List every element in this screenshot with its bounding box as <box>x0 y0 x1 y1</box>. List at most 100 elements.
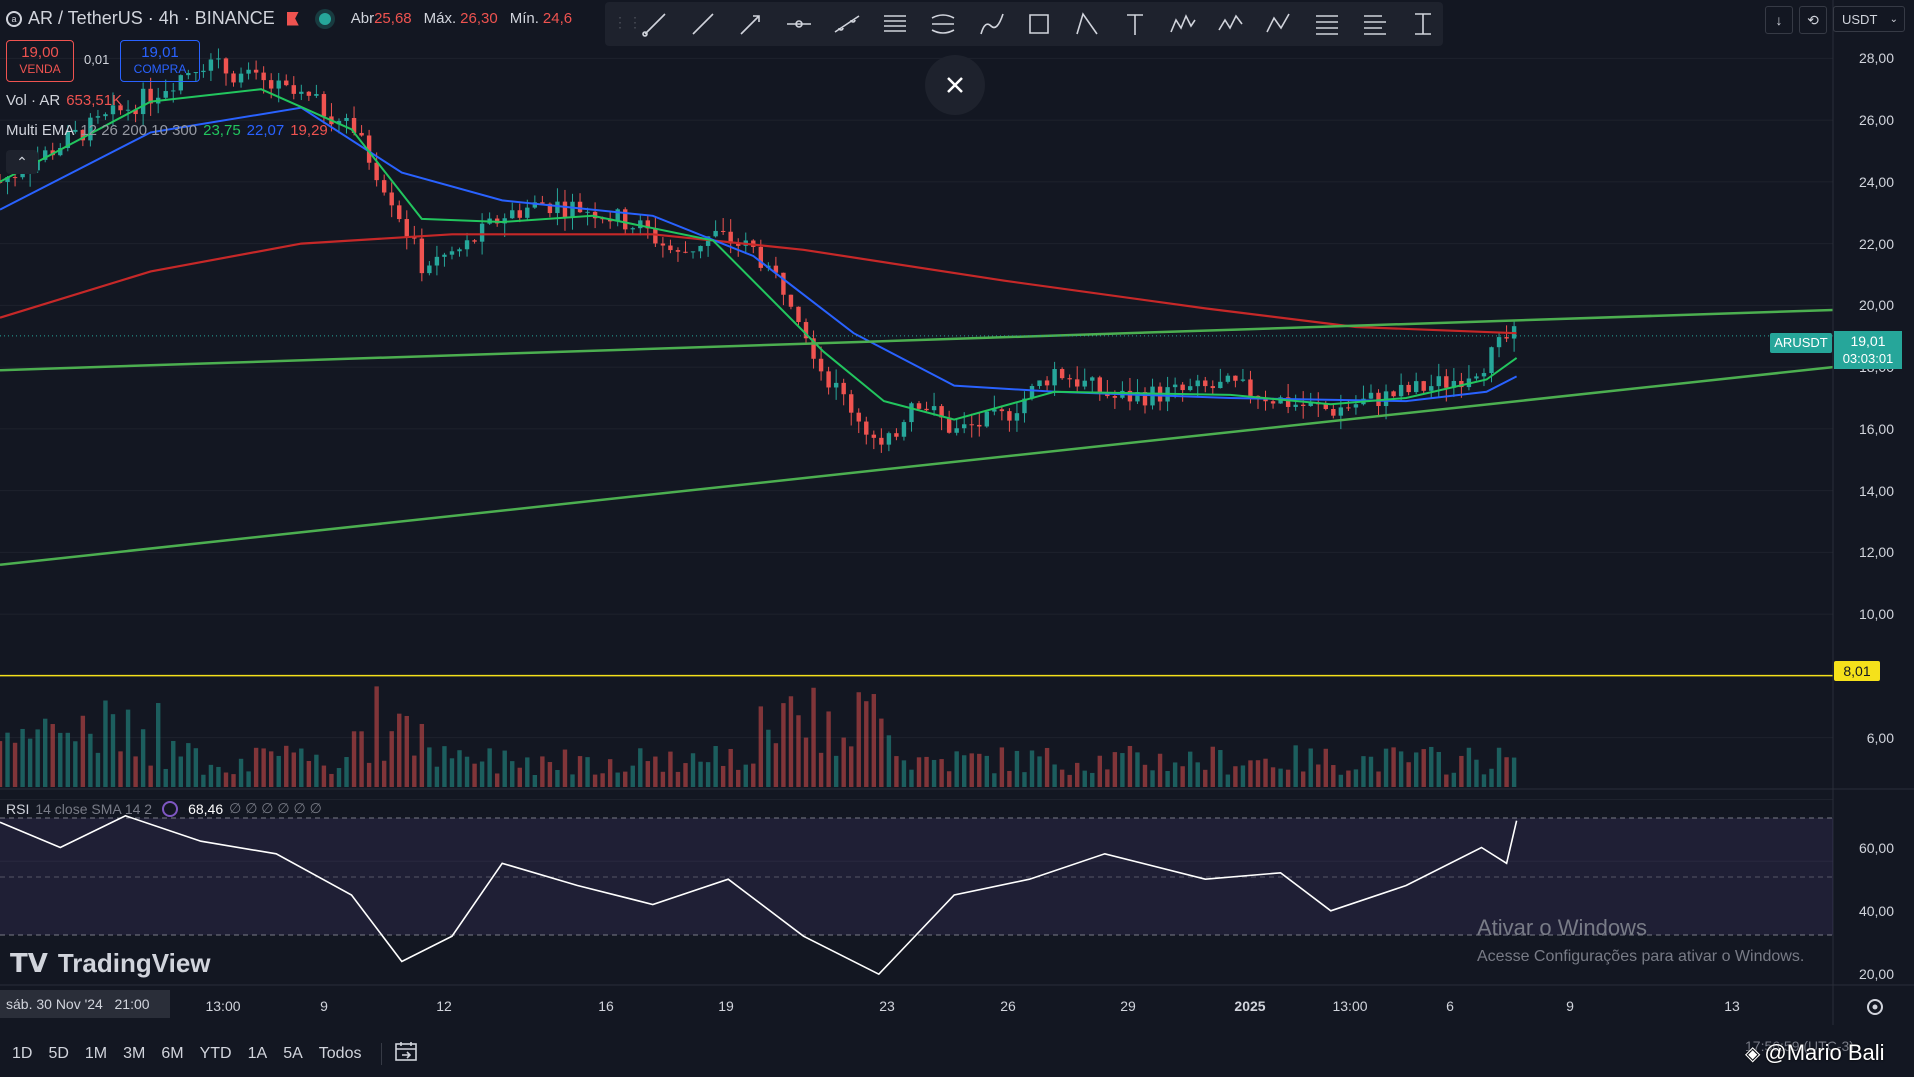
timeframe-1d[interactable]: 1D <box>12 1044 33 1062</box>
volume-bar <box>894 756 899 787</box>
symbol-legend[interactable]: a AR / TetherUS · 4h · BINANCE Abr 25,68 … <box>6 8 572 29</box>
path-tool[interactable] <box>1073 10 1101 38</box>
currency-select[interactable]: USDT ⌄ <box>1833 6 1905 32</box>
brush-tool[interactable] <box>977 10 1005 38</box>
timeframe-1m[interactable]: 1M <box>84 1044 108 1062</box>
volume-bar <box>1090 772 1095 787</box>
volume-bar <box>570 774 575 787</box>
ema-legend[interactable]: Multi EMA 12 26 200 10 300 23,75 22,07 1… <box>6 122 328 139</box>
path-icon <box>1076 12 1098 35</box>
drag-handle-icon[interactable]: ⋮⋮ <box>613 14 643 30</box>
abcd-icon <box>1266 13 1290 33</box>
candle-body <box>894 433 899 437</box>
candle-body <box>1504 337 1509 339</box>
candle-body <box>397 205 402 220</box>
volume-bar <box>35 729 40 787</box>
volume-bar <box>607 759 613 787</box>
volume-bar <box>1203 769 1208 787</box>
timeframe-5d[interactable]: 5D <box>48 1044 69 1062</box>
extended-line-tool[interactable] <box>833 10 861 38</box>
timeframe-5a[interactable]: 5A <box>283 1044 303 1062</box>
volume-bar <box>261 748 266 787</box>
trend-line-tool[interactable] <box>641 10 669 38</box>
hline-price-tag: 8,01 <box>1834 661 1880 681</box>
current-price-tag: 19,01 03:03:01 <box>1834 331 1902 369</box>
pattern-tool[interactable] <box>1169 10 1197 38</box>
volume-bar <box>88 733 93 787</box>
volume-bar <box>246 771 251 787</box>
volume-bar <box>1391 747 1396 787</box>
candle-body <box>510 210 515 219</box>
timeframe-todos[interactable]: Todos <box>318 1044 362 1062</box>
candle-body <box>1233 375 1238 381</box>
horizontal-ray-tool[interactable] <box>785 10 813 38</box>
candle-body <box>95 116 101 118</box>
volume-bar <box>954 751 959 787</box>
timeframe-1a[interactable]: 1A <box>247 1044 268 1062</box>
volume-bar <box>600 773 605 787</box>
volume-bar <box>1233 766 1238 787</box>
volume-bar <box>517 767 522 787</box>
candle-body <box>268 80 274 89</box>
rsi-legend[interactable]: RSI 14 close SMA 14 2 68,46 ∅ ∅ ∅ ∅ ∅ ∅ <box>6 800 322 817</box>
regression-channel-tool[interactable] <box>929 10 957 38</box>
abcd-tool[interactable] <box>1265 10 1293 38</box>
timeframe-ytd[interactable]: YTD <box>199 1044 232 1062</box>
symbol-title[interactable]: AR / TetherUS · 4h · BINANCE <box>28 8 275 28</box>
ema-slow-line <box>0 233 1517 335</box>
download-button[interactable]: ↓ <box>1765 6 1793 34</box>
volume-bar <box>1172 762 1178 787</box>
candle-body <box>1496 337 1502 348</box>
timeframe-6m[interactable]: 6M <box>161 1044 184 1062</box>
volume-bar <box>133 756 138 787</box>
timeframe-3m[interactable]: 3M <box>123 1044 146 1062</box>
volume-bar <box>1413 752 1419 787</box>
candle-body <box>1240 379 1246 381</box>
arrow-line-tool[interactable] <box>737 10 765 38</box>
candle-body <box>261 72 266 81</box>
clock[interactable]: 17:56:59 (UTC-3) <box>1745 1038 1854 1054</box>
measure-icon <box>1415 13 1431 35</box>
volume-bar <box>472 763 477 787</box>
buy-button[interactable]: 19,01 COMPRA <box>120 40 200 82</box>
candle-body <box>675 250 681 252</box>
candle-body <box>321 94 327 117</box>
close-toolbar-button[interactable] <box>925 55 985 115</box>
chart-settings-button[interactable] <box>1864 996 1886 1018</box>
volume-bar <box>803 737 809 787</box>
volume-bar <box>366 762 372 787</box>
volume-bar <box>525 757 530 787</box>
rectangle-tool[interactable] <box>1025 10 1053 38</box>
volume-bar <box>931 759 937 787</box>
volume-bar <box>1278 768 1283 787</box>
volume-bar <box>1029 750 1035 787</box>
fib-retracement-tool[interactable] <box>1313 10 1341 38</box>
fib-extension-tool[interactable] <box>1361 10 1389 38</box>
volume-bar <box>540 756 545 787</box>
parallel-channel-tool[interactable] <box>881 10 909 38</box>
sell-button[interactable]: 19,00 VENDA <box>6 40 74 82</box>
date-range-button[interactable] <box>394 1040 418 1067</box>
price-tick-label: 24,00 <box>1858 173 1894 190</box>
tradingview-logo[interactable]: 𝗧𝗩 TradingView <box>10 948 211 979</box>
text-tool[interactable] <box>1121 10 1149 38</box>
volume-bar <box>73 741 78 787</box>
time-tick-label: 26 <box>1000 998 1016 1014</box>
candle-body <box>879 437 884 445</box>
ray-tool[interactable] <box>689 10 717 38</box>
volume-legend[interactable]: Vol · AR 653,51K <box>6 92 122 109</box>
volume-bar <box>690 753 696 787</box>
collapse-legend-button[interactable]: ⌃ <box>6 150 38 174</box>
volume-bar <box>1323 748 1328 787</box>
volume-bar <box>1037 756 1042 787</box>
price-tick-label: 12,00 <box>1858 544 1894 561</box>
candle-body <box>208 59 214 71</box>
fullscreen-button[interactable]: ⟲ <box>1799 6 1827 34</box>
candle-body <box>1436 376 1441 387</box>
elliott-wave-tool[interactable] <box>1217 10 1245 38</box>
volume-bar <box>1466 747 1472 787</box>
candle-body <box>864 421 869 435</box>
measure-tool[interactable] <box>1409 10 1437 38</box>
volume-bar <box>118 751 123 787</box>
